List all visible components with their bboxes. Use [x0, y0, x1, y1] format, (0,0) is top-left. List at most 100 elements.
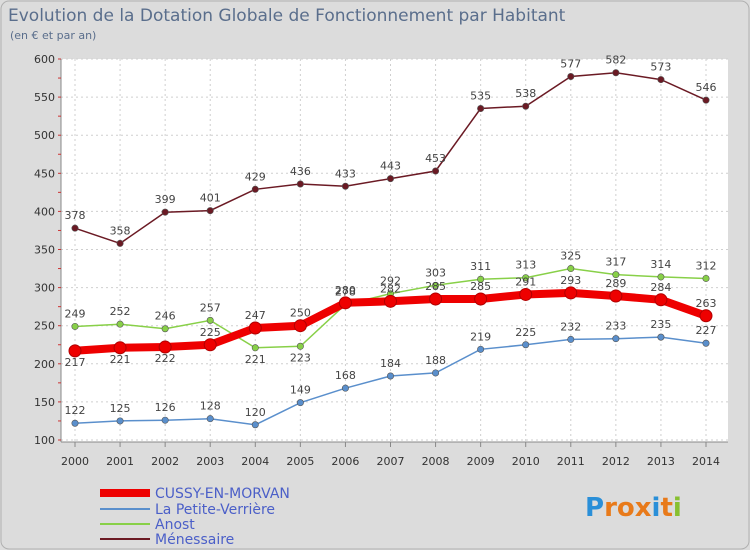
data-point — [206, 316, 214, 324]
data-label: 303 — [425, 266, 446, 279]
data-point — [296, 342, 304, 350]
x-tick-label: 2011 — [557, 455, 585, 468]
data-label: 314 — [650, 258, 671, 271]
logo-letter: t — [660, 493, 672, 523]
y-tick-label: 600 — [34, 53, 55, 66]
data-label: 126 — [155, 401, 176, 414]
data-point — [474, 292, 488, 306]
data-label: 168 — [335, 369, 356, 382]
data-label: 217 — [65, 356, 86, 369]
data-point — [477, 275, 485, 283]
data-label: 443 — [380, 160, 401, 173]
data-label: 149 — [290, 384, 311, 397]
data-label: 325 — [560, 250, 581, 263]
data-point — [113, 341, 127, 355]
y-tick-label: 550 — [34, 91, 55, 104]
data-point — [206, 415, 214, 423]
data-point — [522, 341, 530, 349]
data-point — [161, 416, 169, 424]
legend-label: Ménessaire — [155, 532, 234, 548]
x-tick-label: 2001 — [106, 455, 134, 468]
data-label: 291 — [515, 275, 536, 288]
data-point — [161, 208, 169, 216]
data-point — [293, 319, 307, 333]
data-point — [612, 271, 620, 279]
data-label: 252 — [110, 305, 131, 318]
data-label: 285 — [470, 280, 491, 293]
data-point — [654, 293, 668, 307]
data-point — [386, 372, 394, 380]
data-point — [699, 309, 713, 323]
x-tick-label: 2009 — [467, 455, 495, 468]
data-label: 453 — [425, 152, 446, 165]
data-label: 378 — [65, 209, 86, 222]
data-label: 263 — [696, 297, 717, 310]
proxiti-logo: Proxiti — [585, 493, 682, 523]
data-label: 313 — [515, 259, 536, 272]
data-point — [519, 287, 533, 301]
x-tick-label: 2005 — [286, 455, 314, 468]
series-la-petite-verri-re — [71, 333, 710, 429]
data-point — [206, 207, 214, 215]
x-tick-label: 2002 — [151, 455, 179, 468]
x-tick-label: 2007 — [377, 455, 405, 468]
data-point — [657, 76, 665, 84]
y-tick-label: 300 — [34, 282, 55, 295]
label-layer: 378 358 399 401 429 436 433 443 453 535 538 577 582 5… — [65, 54, 717, 419]
data-label: 227 — [696, 324, 717, 337]
y-tick-label: 400 — [34, 205, 55, 218]
x-tick-label: 2004 — [241, 455, 269, 468]
data-point — [341, 182, 349, 190]
data-point — [341, 384, 349, 392]
data-point — [702, 96, 710, 104]
data-label: 120 — [245, 406, 266, 419]
data-label: 535 — [470, 90, 491, 103]
data-label: 219 — [470, 330, 491, 343]
data-point — [296, 399, 304, 407]
y-tick-label: 250 — [34, 320, 55, 333]
data-point — [71, 322, 79, 330]
data-label: 292 — [380, 275, 401, 288]
data-label: 401 — [200, 192, 221, 205]
data-label: 312 — [696, 259, 717, 272]
x-tick-label: 2000 — [61, 455, 89, 468]
data-label: 235 — [650, 318, 671, 331]
x-tick-label: 2006 — [331, 455, 359, 468]
legend-label: La Petite-Verrière — [155, 502, 275, 518]
data-label: 221 — [110, 353, 131, 366]
logo-letter: i — [673, 493, 682, 523]
logo-letter: i — [652, 493, 661, 523]
y-tick-label: 450 — [34, 167, 55, 180]
data-label: 311 — [470, 260, 491, 273]
series-cussy-en-morvan — [68, 286, 713, 358]
data-label: 247 — [245, 309, 266, 322]
y-tick-label: 350 — [34, 244, 55, 257]
data-label: 293 — [560, 274, 581, 287]
data-point — [296, 180, 304, 188]
data-point — [71, 419, 79, 427]
data-point — [522, 274, 530, 282]
axis-layer: 100 150 200 250 300 350 400 450 500 550 600 2000 200… — [34, 53, 728, 468]
data-point — [386, 175, 394, 183]
data-label: 188 — [425, 354, 446, 367]
y-tick-label: 500 — [34, 129, 55, 142]
data-point — [567, 335, 575, 343]
data-point — [116, 320, 124, 328]
data-point — [203, 338, 217, 352]
data-label: 222 — [155, 352, 176, 365]
data-label: 249 — [65, 307, 86, 320]
data-point — [429, 292, 443, 306]
data-point — [657, 273, 665, 281]
data-label: 280 — [335, 284, 356, 297]
series-m-nessaire — [71, 69, 710, 247]
data-point — [702, 339, 710, 347]
data-label: 433 — [335, 167, 356, 180]
chart-title: Evolution de la Dotation Globale de Fonc… — [8, 6, 566, 26]
data-point — [432, 369, 440, 377]
data-label: 246 — [155, 310, 176, 323]
x-tick-label: 2013 — [647, 455, 675, 468]
data-label: 284 — [650, 281, 671, 294]
data-label: 223 — [290, 351, 311, 364]
data-point — [657, 333, 665, 341]
y-tick-label: 200 — [34, 358, 55, 371]
